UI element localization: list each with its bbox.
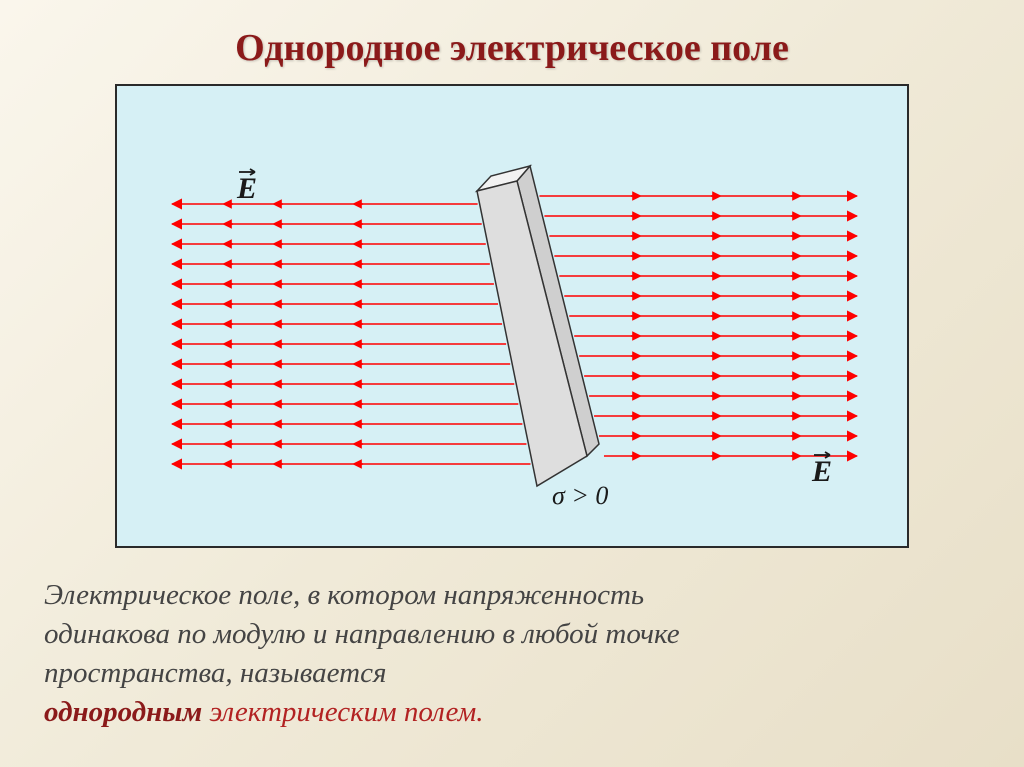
vector-label: E bbox=[811, 452, 832, 488]
caption-em: однородным bbox=[44, 696, 202, 728]
caption-line3: пространства, называется bbox=[44, 657, 386, 689]
caption: Электрическое поле, в котором напряженно… bbox=[40, 576, 984, 733]
field-diagram: +++++EEσ > 0 bbox=[117, 86, 907, 546]
slide-title: Однородное электрическое поле bbox=[40, 26, 984, 70]
vector-label: E bbox=[236, 169, 257, 205]
field-lines-left bbox=[172, 204, 531, 464]
svg-text:E: E bbox=[236, 172, 257, 205]
slide: Однородное электрическое поле +++++EEσ >… bbox=[0, 0, 1024, 767]
caption-line2: одинакова по модулю и направлению в любо… bbox=[44, 618, 680, 650]
svg-text:σ > 0: σ > 0 bbox=[552, 481, 608, 510]
figure-container: +++++EEσ > 0 bbox=[115, 84, 909, 548]
caption-line1: Электрическое поле, в котором напряженно… bbox=[44, 579, 644, 611]
caption-em-rest: электрическим полем. bbox=[202, 696, 483, 728]
svg-text:E: E bbox=[811, 455, 832, 488]
